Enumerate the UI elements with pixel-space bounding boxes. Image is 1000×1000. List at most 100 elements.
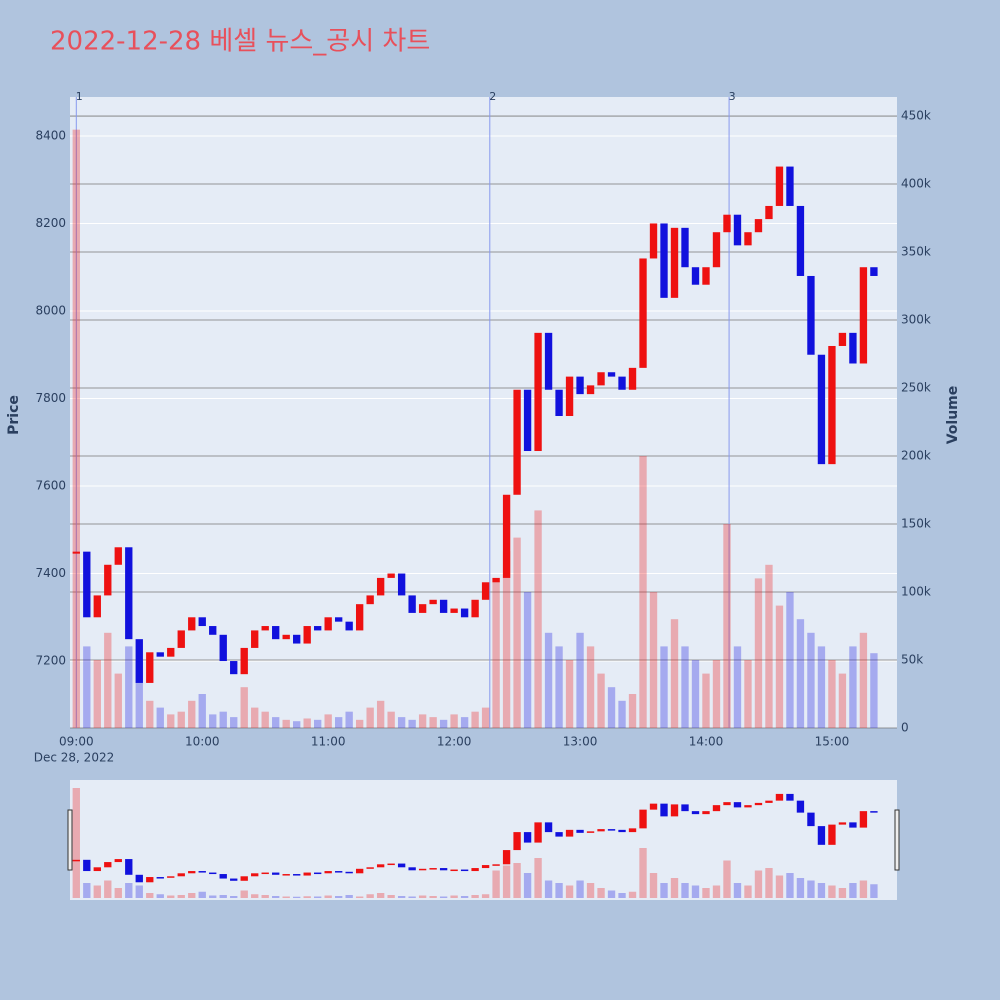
range-slider[interactable] (70, 780, 897, 900)
slider-volume (261, 895, 269, 898)
slider-volume (754, 870, 763, 898)
volume-bar (177, 711, 185, 728)
candle (828, 345, 836, 465)
candle (639, 258, 647, 368)
volume-bar (639, 456, 647, 728)
x-tick-label: 09:00 (59, 735, 94, 749)
slider-candle (418, 868, 427, 871)
volume-bar (534, 510, 542, 728)
volume-bar (167, 714, 175, 728)
candle (135, 639, 143, 683)
slider-volume (576, 880, 584, 898)
slider-candle (387, 863, 395, 866)
slider-candle (104, 862, 112, 868)
slider-candle (366, 867, 374, 869)
slider-candle (114, 859, 122, 863)
volume-bar (492, 578, 500, 728)
y-tick-label: 7200 (35, 654, 66, 668)
y-axis-label: Price (6, 395, 22, 435)
y2-axis-label: Volume (945, 386, 961, 445)
volume-bar (429, 717, 437, 728)
slider-candle (230, 878, 238, 881)
slider-candle (282, 874, 290, 876)
slider-volume (555, 883, 563, 898)
volume-bar (628, 694, 637, 728)
volume-bar (104, 632, 112, 728)
candle (334, 617, 343, 622)
slider-candle (639, 809, 647, 829)
candle (366, 595, 374, 605)
candle (660, 223, 668, 298)
slider-candle (376, 864, 385, 868)
volume-bar (418, 714, 427, 728)
volume-bar (576, 632, 584, 728)
slider-volume (607, 890, 616, 898)
slider-volume (492, 870, 500, 898)
x-tick-label: 14:00 (689, 735, 724, 749)
volume-bar (272, 717, 280, 728)
slider-candle (324, 871, 332, 874)
slider-candle (618, 829, 626, 833)
volume-bar (408, 719, 416, 728)
volume-bar (135, 660, 143, 728)
volume-bar (366, 707, 374, 728)
x-tick-label: 15:00 (815, 735, 850, 749)
volume-bar (670, 619, 679, 728)
candle (807, 275, 815, 355)
slider-candle (586, 831, 595, 833)
slider-volume (314, 896, 322, 898)
volume-bar (502, 551, 511, 728)
slider-candle (733, 802, 742, 808)
slider-volume (513, 863, 521, 898)
slider-volume (796, 878, 805, 898)
slider-candle (334, 871, 343, 873)
slider-volume (733, 883, 742, 898)
volume-bar (807, 632, 815, 728)
volume-bar (261, 711, 269, 728)
slider-handle[interactable] (67, 809, 73, 871)
candle (188, 617, 196, 631)
slider-candle (502, 850, 511, 865)
candle (397, 573, 406, 596)
candle (324, 617, 332, 631)
slider-candle (649, 803, 658, 810)
slider-volume (565, 885, 574, 898)
candle (870, 267, 878, 276)
slider-volume (345, 895, 353, 898)
slider-volume (146, 893, 154, 898)
slider-candle (544, 822, 553, 833)
candle (418, 604, 427, 613)
volume-bar (712, 660, 721, 728)
y2-tick-label: 250k (901, 381, 931, 395)
candle (429, 599, 437, 605)
slider-volume (712, 885, 721, 898)
candle (146, 652, 154, 683)
volume-bar (733, 646, 742, 728)
y-tick-label: 7600 (35, 479, 66, 493)
volume-bar (314, 719, 322, 728)
slider-candle (775, 793, 784, 801)
y2-tick-label: 200k (901, 449, 931, 463)
candle (460, 608, 469, 618)
candle (849, 332, 857, 364)
slider-handle[interactable] (894, 809, 900, 871)
candle (439, 599, 448, 613)
slider-volume (439, 896, 448, 898)
slider-volume (303, 896, 311, 898)
slider-candle (219, 874, 227, 879)
slider-volume (72, 788, 80, 898)
slider-volume (366, 894, 374, 898)
slider-candle (93, 867, 101, 872)
volume-bar (282, 719, 290, 728)
candle (481, 582, 490, 600)
volume-bar (859, 632, 868, 728)
slider-volume (618, 893, 626, 898)
volume-bar (597, 673, 605, 728)
slider-candle (293, 874, 301, 876)
slider-candle (72, 859, 80, 862)
volume-bar (72, 129, 80, 728)
volume-bar (681, 646, 689, 728)
x-tick-label: 13:00 (563, 735, 598, 749)
candle (72, 551, 80, 554)
slider-candle (597, 829, 605, 832)
